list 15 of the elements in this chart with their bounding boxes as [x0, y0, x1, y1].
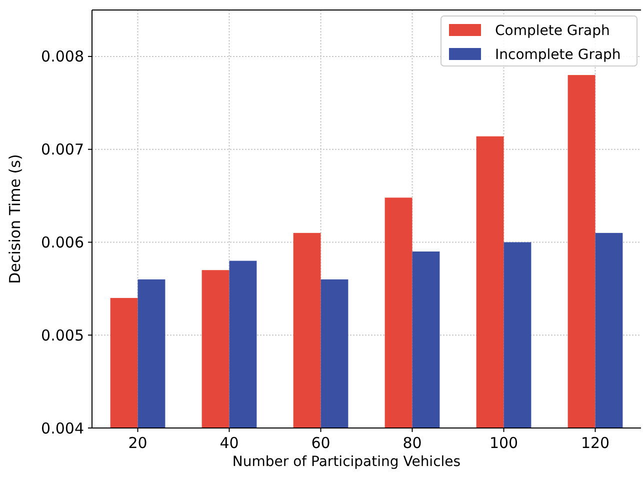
x-tick-label: 100	[489, 434, 518, 452]
y-tick-label: 0.005	[41, 326, 84, 344]
x-tick-label: 20	[128, 434, 148, 452]
x-tick-label: 60	[311, 434, 330, 452]
y-tick-label: 0.004	[41, 419, 84, 438]
legend-label: Incomplete Graph	[495, 46, 621, 63]
y-tick-label: 0.006	[41, 233, 84, 252]
y-tick-label: 0.007	[41, 140, 84, 159]
x-tick-label: 80	[402, 434, 422, 452]
x-tick-label: 120	[580, 434, 610, 452]
y-axis-title: Decision Time (s)	[6, 154, 24, 284]
x-tick-label: 40	[220, 434, 239, 452]
x-axis-title: Number of Participating Vehicles	[232, 454, 461, 470]
y-tick-label: 0.008	[41, 48, 84, 66]
legend-label: Complete Graph	[495, 22, 610, 39]
